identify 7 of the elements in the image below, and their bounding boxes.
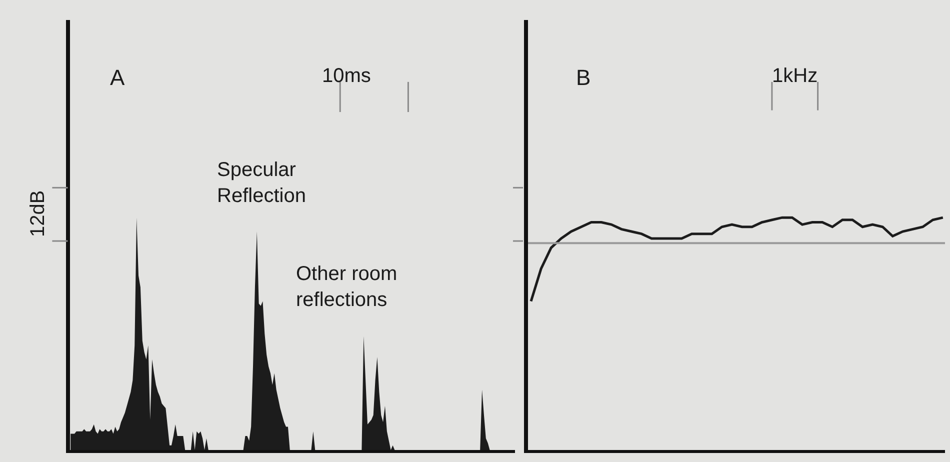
annotation: Other room reflections (296, 263, 398, 311)
text: A (110, 65, 125, 90)
text: Specular Reflection (217, 159, 306, 207)
text: 10ms (322, 65, 371, 87)
text: 12dB (27, 190, 49, 237)
text: B (576, 65, 591, 90)
text: 1kHz (772, 65, 818, 87)
